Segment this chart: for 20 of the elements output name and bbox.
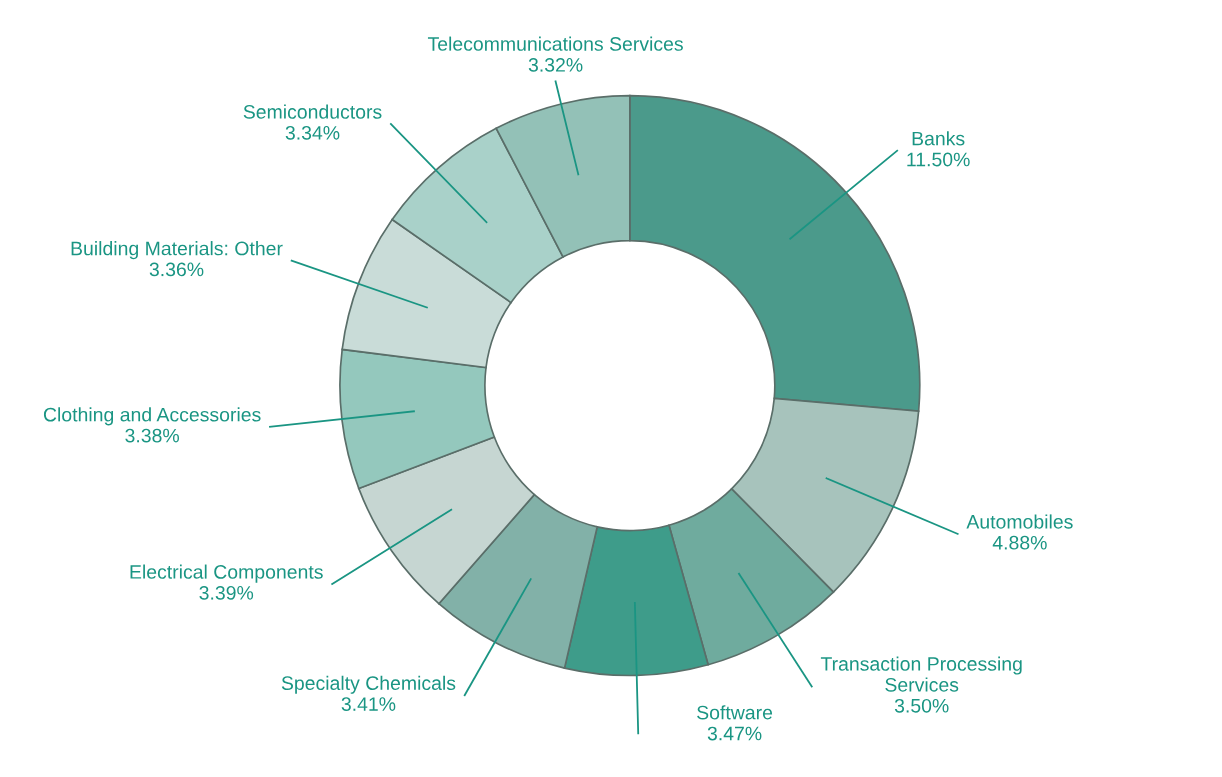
- slice-label: Telecommunications Services: [427, 36, 683, 51]
- slice-label: Automobiles: [966, 514, 1073, 529]
- slice-label: Building Materials: Other: [71, 241, 283, 260]
- slice-label: Banks: [912, 131, 965, 146]
- data-label: 3.38%: [125, 428, 179, 443]
- slice-label: Software: [697, 705, 773, 720]
- data-label: 3.50%: [894, 698, 949, 713]
- data-label: 4.88%: [992, 535, 1047, 550]
- slice-label: Specialty Chemicals: [281, 675, 456, 694]
- data-label: 3.36%: [149, 262, 204, 277]
- data-label: 3.34%: [285, 125, 340, 140]
- slice-label: Semiconductors: [243, 104, 382, 119]
- data-label: 3.32%: [528, 58, 583, 72]
- data-label: 11.50%: [907, 152, 970, 167]
- slice-label: Electrical Components: [130, 564, 323, 583]
- data-label: 3.47%: [707, 726, 762, 741]
- data-label: 3.41%: [341, 697, 396, 711]
- slice-label: Transaction Processing Services: [820, 656, 1022, 692]
- data-label: 3.39%: [199, 585, 254, 600]
- slice-label: Clothing and Accessories: [43, 407, 261, 426]
